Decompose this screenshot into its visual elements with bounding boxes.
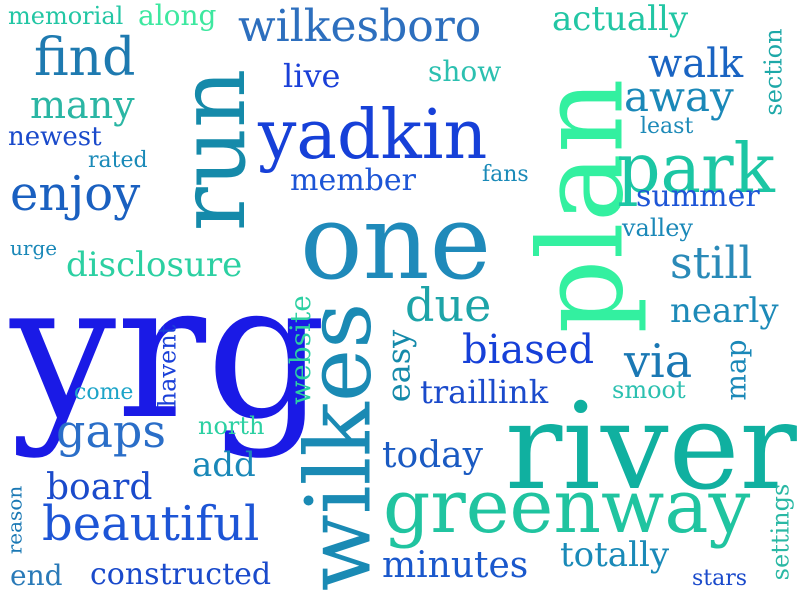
word-due: due [405,278,492,332]
word-urge: urge [10,236,58,260]
word-nearly: nearly [670,291,779,331]
word-havent: havent [153,324,182,408]
word-come: come [74,380,134,405]
word-away: away [624,72,734,121]
word-minutes: minutes [382,545,529,586]
word-map: map [719,339,753,401]
word-newest: newest [8,122,102,152]
word-north: north [198,412,265,440]
word-find: find [34,28,136,88]
word-yrg: yrg [10,242,327,461]
word-end: end [10,559,63,592]
word-many: many [30,83,135,127]
word-totally: totally [560,535,670,575]
word-rated: rated [88,148,148,173]
word-memorial: memorial [8,2,124,30]
word-section: section [759,28,788,116]
word-gaps: gaps [56,404,166,458]
word-actually: actually [552,0,689,39]
word-still: still [670,238,753,289]
word-least: least [640,114,694,139]
word-board: board [46,467,153,508]
word-run: run [159,68,267,232]
word-park: park [617,130,775,209]
word-constructed: constructed [90,557,272,592]
word-website: website [283,295,317,405]
word-valley: valley [622,214,693,242]
word-traillink: traillink [420,373,549,411]
word-yadkin: yadkin [258,96,488,175]
word-stars: stars [692,566,748,591]
word-disclosure: disclosure [66,245,243,285]
word-river: river [505,378,797,517]
word-show: show [428,55,502,88]
word-walk: walk [648,41,744,87]
word-member: member [290,163,416,198]
word-fans: fans [482,162,529,187]
word-wilkesboro: wilkesboro [238,1,482,52]
word-easy: easy [379,329,418,403]
word-beautiful: beautiful [42,496,260,552]
word-via: via [624,334,693,388]
word-smoot: smoot [612,376,686,404]
word-along: along [138,0,217,32]
word-settings: settings [766,483,795,581]
word-reason: reason [2,485,27,555]
word-biased: biased [462,327,595,373]
word-today: today [382,435,483,476]
word-add: add [192,445,256,485]
word-enjoy: enjoy [10,166,141,222]
word-summer: summer [636,179,760,214]
word-greenway: greenway [383,464,751,550]
word-one: one [300,181,492,303]
word-live: live [283,57,341,95]
